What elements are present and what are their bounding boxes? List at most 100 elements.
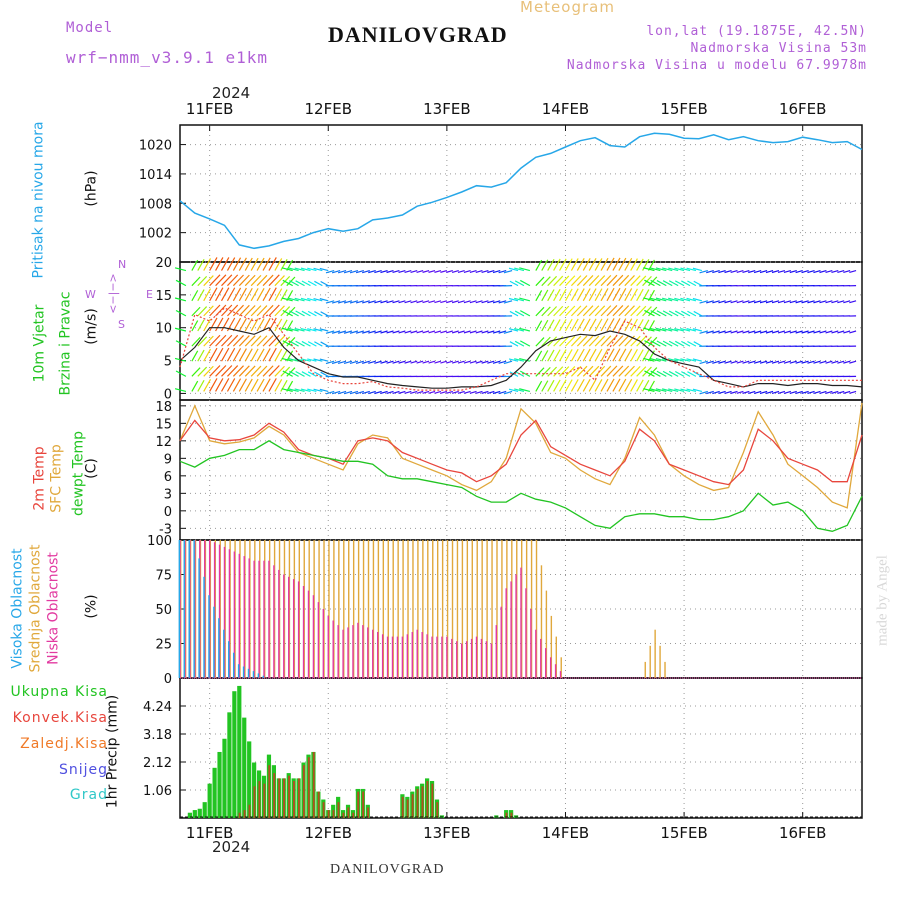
wind-barb: [693, 280, 703, 287]
wind-barb: [268, 347, 277, 362]
wind-barb: [469, 300, 477, 304]
wind-barb: [612, 304, 624, 317]
wind-barb: [268, 287, 277, 302]
legend-total-rain: Ukupna Kisa: [10, 684, 108, 700]
wind-barb: [801, 269, 809, 274]
wind-barb: [686, 267, 697, 272]
wind-barb: [576, 365, 588, 377]
wind-barb: [789, 300, 797, 304]
top-day-label: 16FEB: [779, 100, 826, 118]
wind-barb: [514, 358, 525, 362]
wind-barb: [576, 288, 585, 302]
wind-barb: [313, 297, 323, 302]
wind-barb: [209, 304, 221, 317]
y-tick-label: -3: [159, 522, 172, 537]
wind-barb: [783, 330, 791, 334]
wind-barb: [699, 330, 708, 334]
wind-barb: [630, 318, 638, 332]
wind-barb: [765, 390, 774, 395]
wind-barb: [446, 300, 453, 304]
wind-barb: [197, 319, 205, 332]
wind-barb: [541, 276, 551, 287]
wind-barb: [508, 388, 519, 393]
wind-barb: [618, 378, 627, 392]
top-year-label: 2024: [212, 84, 251, 102]
wind-barb: [789, 330, 797, 334]
wind-barb: [680, 358, 691, 362]
wind-barb: [606, 274, 618, 287]
wind-barb: [280, 379, 288, 392]
wind-barb: [368, 300, 376, 304]
wind-barb: [250, 288, 259, 302]
wind-barb: [428, 330, 436, 334]
wind-barb: [570, 305, 582, 317]
wind-barb: [428, 390, 436, 394]
wind-barb: [644, 370, 655, 377]
wind-barb: [588, 365, 600, 377]
top-day-label: 12FEB: [305, 100, 352, 118]
wind-barb: [547, 275, 558, 287]
wind-barb: [600, 305, 612, 317]
wind-barb: [191, 306, 201, 317]
precip-conv-bar: [411, 794, 414, 818]
panel-frame: [179, 399, 863, 541]
wind-barb: [565, 305, 576, 317]
wind-barb: [813, 300, 821, 304]
wind-barb: [630, 275, 641, 287]
model-name: wrf−nmm_v3.9.1 e1km: [66, 48, 269, 67]
wind-barb: [849, 390, 857, 394]
wind-barb: [463, 330, 471, 334]
wind-barb: [807, 300, 815, 304]
wind-barb: [244, 335, 256, 347]
wind-barb: [203, 348, 212, 362]
wind-barb: [570, 335, 582, 347]
wind-barb: [238, 318, 247, 332]
wind-barb: [795, 330, 803, 334]
wind-barb: [668, 280, 679, 287]
wind-barb: [337, 390, 347, 395]
y-tick-label: 1002: [139, 227, 172, 242]
wind-barb: [262, 304, 274, 317]
wind-barb: [618, 288, 627, 302]
wind-barb: [300, 267, 311, 272]
wind-barb: [209, 365, 221, 377]
wind-barb: [398, 300, 406, 304]
wind-barb: [362, 390, 370, 395]
precip-total-bar: [207, 783, 212, 818]
wind-barb: [576, 305, 588, 317]
wind-barb: [612, 318, 621, 332]
wind-barb: [244, 348, 253, 362]
wind-barb: [349, 269, 359, 274]
wind-barb: [262, 317, 271, 332]
wind-barb: [831, 300, 839, 304]
wind-barb: [662, 310, 673, 317]
wind-barb: [227, 365, 239, 377]
lonlat-label: lon,lat (19.1875E, 42.5N): [646, 24, 867, 39]
wind-barb: [576, 258, 585, 271]
wind-barb: [668, 310, 679, 317]
wind-barb: [650, 340, 661, 347]
wind-barb: [718, 330, 726, 334]
precip-conv-bar: [243, 810, 246, 818]
wind-barb: [451, 330, 459, 334]
wind-barb: [197, 366, 208, 377]
top-day-label: 11FEB: [186, 100, 233, 118]
wind-barb: [314, 311, 323, 317]
wind-barb: [392, 330, 400, 334]
wind-barb: [674, 297, 685, 302]
wind-barb: [514, 297, 525, 302]
wind-barb: [238, 365, 250, 377]
wind-barb: [232, 378, 242, 392]
wind-barb: [343, 269, 353, 274]
wind-barb: [748, 300, 756, 304]
wind-barb: [643, 388, 655, 393]
y-tick-label: 75: [155, 569, 172, 584]
wind-barb: [215, 378, 224, 392]
wind-barb: [649, 297, 661, 302]
wind-barb: [191, 290, 199, 302]
wind-barb: [636, 258, 644, 271]
wind-barb: [643, 267, 655, 272]
wind-barb: [320, 371, 329, 377]
t2m-line: [179, 419, 863, 486]
wind-barb: [674, 310, 685, 317]
